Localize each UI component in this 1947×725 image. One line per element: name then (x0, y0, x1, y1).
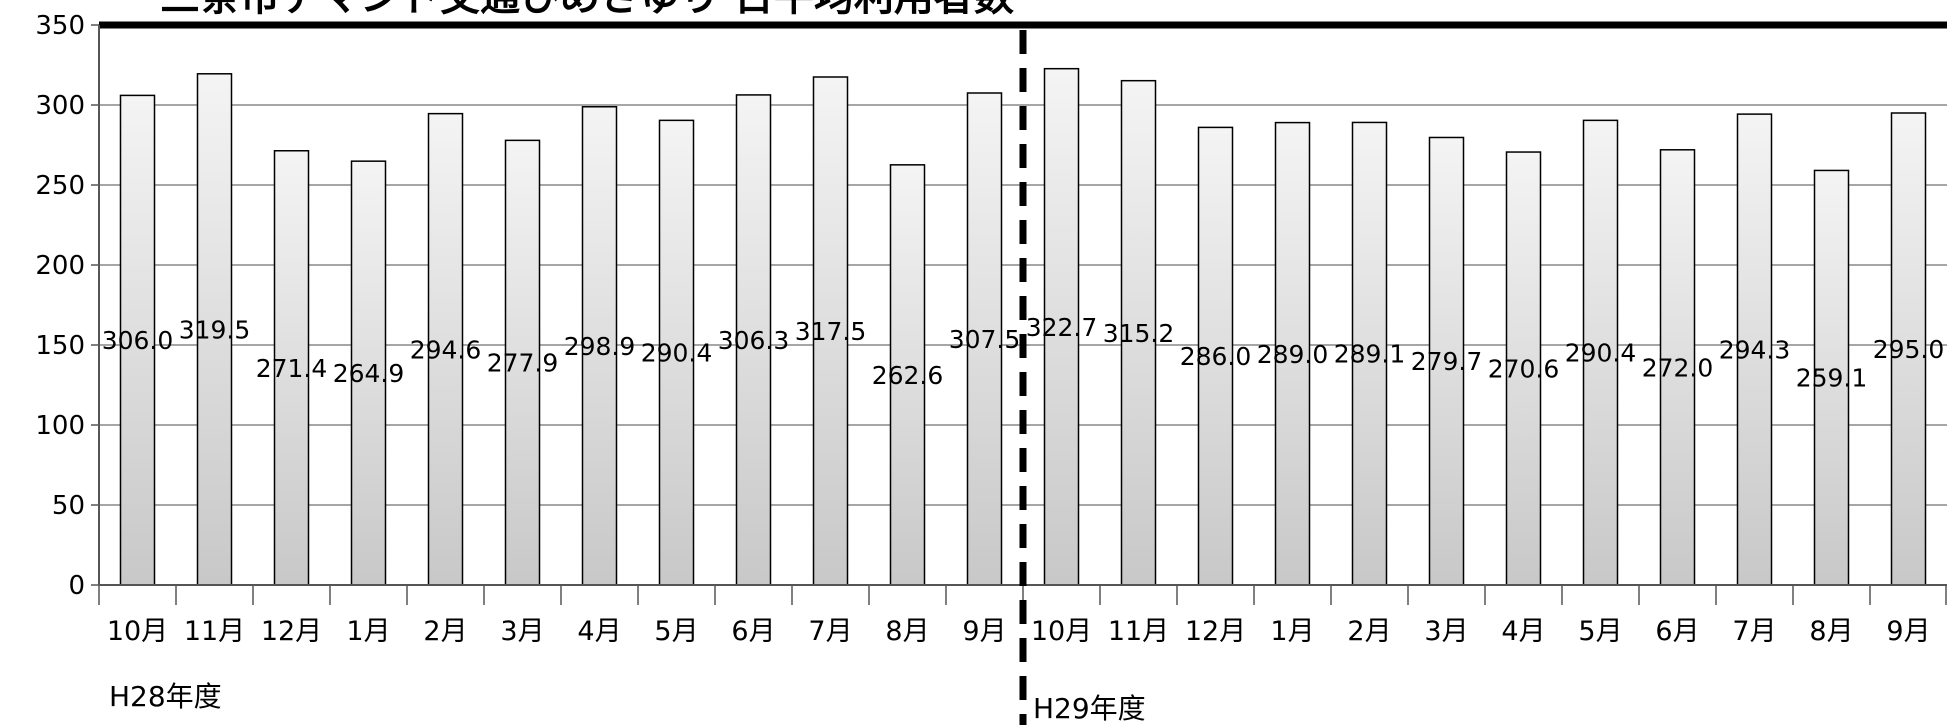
x-tick-label: 3月 (1424, 616, 1468, 647)
bar (1736, 113, 1773, 586)
x-tick-label: 9月 (962, 616, 1006, 647)
data-label: 259.1 (1796, 364, 1868, 393)
data-label: 262.6 (872, 361, 944, 390)
y-tick-label: 50 (52, 491, 85, 521)
bar (1890, 112, 1927, 586)
period-label: H29年度 (1033, 692, 1146, 725)
bar (889, 164, 926, 586)
data-label: 306.3 (718, 326, 790, 355)
data-label: 270.6 (1488, 355, 1560, 384)
x-tick-label: 11月 (1108, 616, 1169, 647)
bar (196, 73, 233, 586)
bar (1197, 126, 1234, 586)
x-tick-label: 4月 (577, 616, 621, 647)
data-label: 290.4 (1565, 339, 1637, 368)
data-label: 272.0 (1642, 353, 1714, 382)
data-label: 286.0 (1180, 342, 1252, 371)
x-tick-label: 9月 (1886, 616, 1930, 647)
x-tick-label: 12月 (1185, 616, 1246, 647)
bar (1505, 151, 1542, 586)
bar (581, 106, 618, 586)
bars (119, 67, 1927, 586)
x-tick-label: 10月 (107, 616, 168, 647)
x-tick-label: 5月 (654, 616, 698, 647)
bar (812, 76, 849, 586)
data-label: 277.9 (487, 349, 559, 378)
x-tick-label: 8月 (885, 616, 929, 647)
y-tick-label: 200 (35, 251, 85, 281)
axes (91, 21, 1947, 725)
chart-title: 三条市デマンド交通ひめさゆり 日平均利用者数 (160, 0, 1014, 20)
data-label: 264.9 (333, 359, 405, 388)
bar (1582, 119, 1619, 586)
y-tick-label: 150 (35, 331, 85, 361)
bar (1351, 121, 1388, 586)
x-tick-label: 2月 (1347, 616, 1391, 647)
data-label: 279.7 (1411, 347, 1483, 376)
bar (1120, 79, 1157, 586)
data-label: 315.2 (1103, 319, 1175, 348)
x-tick-label: 2月 (423, 616, 467, 647)
x-tick-label: 6月 (731, 616, 775, 647)
x-tick-label: 6月 (1655, 616, 1699, 647)
data-label: 306.0 (102, 326, 174, 355)
bar (1274, 121, 1311, 586)
data-label: 289.0 (1257, 340, 1329, 369)
y-tick-label: 250 (35, 171, 85, 201)
x-tick-label: 4月 (1501, 616, 1545, 647)
data-label: 322.7 (1026, 313, 1098, 342)
data-label: 290.4 (641, 339, 713, 368)
data-label: 319.5 (179, 315, 251, 344)
x-tick-label: 7月 (1732, 616, 1776, 647)
bar (427, 112, 464, 586)
data-label: 295.0 (1873, 335, 1945, 364)
data-label: 307.5 (949, 325, 1021, 354)
x-tick-label: 5月 (1578, 616, 1622, 647)
labels: 0 50 100 150 200 250 300 350 306.0 10月 319.5 11月 271… (35, 11, 1944, 725)
x-tick-label: 3月 (500, 616, 544, 647)
y-tick-label: 350 (35, 11, 85, 41)
data-label: 298.9 (564, 332, 636, 361)
x-tick-label: 10月 (1031, 616, 1092, 647)
period-label: H28年度 (109, 680, 222, 713)
data-label: 294.3 (1719, 336, 1791, 365)
x-tick-label: 1月 (346, 616, 390, 647)
bar (1043, 67, 1080, 586)
x-tick-label: 11月 (184, 616, 245, 647)
bar (1813, 169, 1850, 586)
y-tick-label: 100 (35, 411, 85, 441)
x-tick-label: 12月 (261, 616, 322, 647)
data-label: 317.5 (795, 317, 867, 346)
data-label: 289.1 (1334, 340, 1406, 369)
bar (1659, 149, 1696, 586)
x-tick-label: 8月 (1809, 616, 1853, 647)
bar (1428, 136, 1465, 586)
bar (273, 150, 310, 586)
bar (966, 92, 1003, 586)
bar (658, 119, 695, 586)
y-tick-label: 300 (35, 91, 85, 121)
data-label: 271.4 (256, 354, 328, 383)
bar (504, 139, 541, 586)
x-tick-label: 1月 (1270, 616, 1314, 647)
data-label: 294.6 (410, 335, 482, 364)
y-tick-label: 0 (68, 571, 85, 601)
x-tick-label: 7月 (808, 616, 852, 647)
